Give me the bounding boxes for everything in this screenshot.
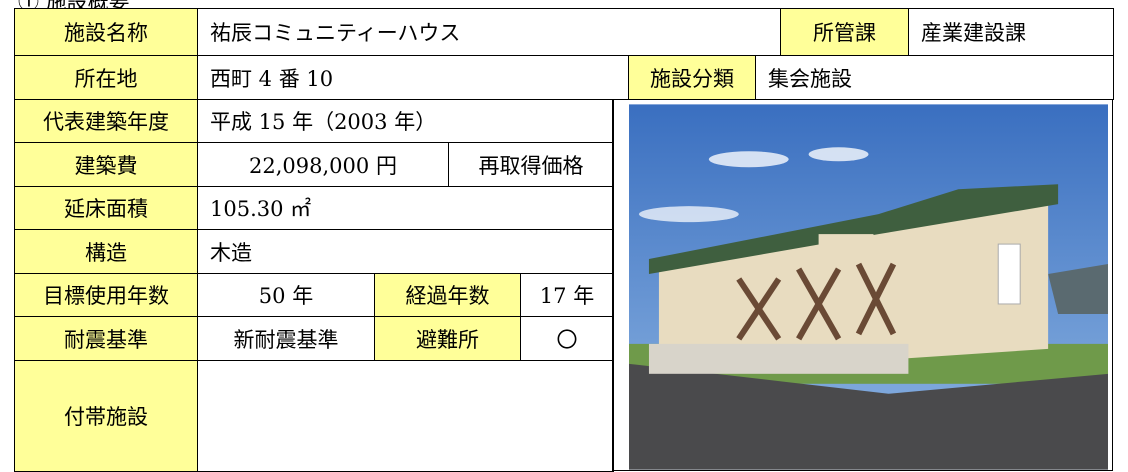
- label-cell: 所管課: [780, 8, 909, 56]
- label-cell: 経過年数: [374, 273, 521, 317]
- label-cell: 建築費: [14, 142, 198, 187]
- label-cell: 目標使用年数: [14, 273, 198, 317]
- label-cell: 代表建築年度: [14, 99, 198, 143]
- retaining-wall: [648, 343, 909, 374]
- window: [997, 243, 1021, 305]
- cloud: [708, 151, 789, 168]
- sign: [818, 234, 874, 250]
- value-cell: 17 年: [520, 273, 614, 317]
- value-cell: 木造: [197, 229, 614, 274]
- roof: [648, 184, 1059, 275]
- label-cell: 耐震基準: [14, 316, 198, 361]
- label-cell: 施設分類: [628, 55, 756, 100]
- photo-cell: [612, 99, 1113, 471]
- value-cell: 再取得価格: [448, 142, 614, 187]
- label-cell: 延床面積: [14, 186, 198, 230]
- label-cell: 付帯施設: [14, 360, 198, 472]
- value-cell: 平成 15 年（2003 年）: [197, 99, 614, 143]
- cloud: [808, 147, 869, 162]
- facility-photo: [629, 104, 1108, 470]
- value-cell: 祐辰コミュニティーハウス: [197, 8, 781, 56]
- value-cell: 〇: [520, 316, 614, 361]
- value-cell: 産業建設課: [908, 8, 1114, 56]
- value-cell: 集会施設: [755, 55, 1114, 100]
- cloud: [638, 206, 739, 223]
- value-cell: 西町 4 番 10: [197, 55, 629, 100]
- label-cell: 構造: [14, 229, 198, 274]
- label-cell: 避難所: [374, 316, 521, 361]
- wood-frame: [736, 262, 897, 341]
- value-cell: 50 年: [197, 273, 375, 317]
- road: [629, 363, 1108, 470]
- building-wall: [658, 199, 1049, 359]
- value-cell: 新耐震基準: [197, 316, 375, 361]
- value-cell: 22,098,000 円: [197, 142, 449, 187]
- label-cell: 所在地: [14, 55, 198, 100]
- value-cell: [197, 360, 614, 472]
- label-cell: 施設名称: [14, 8, 198, 56]
- mountain: [1048, 264, 1108, 314]
- value-cell: 105.30 ㎡: [197, 186, 614, 230]
